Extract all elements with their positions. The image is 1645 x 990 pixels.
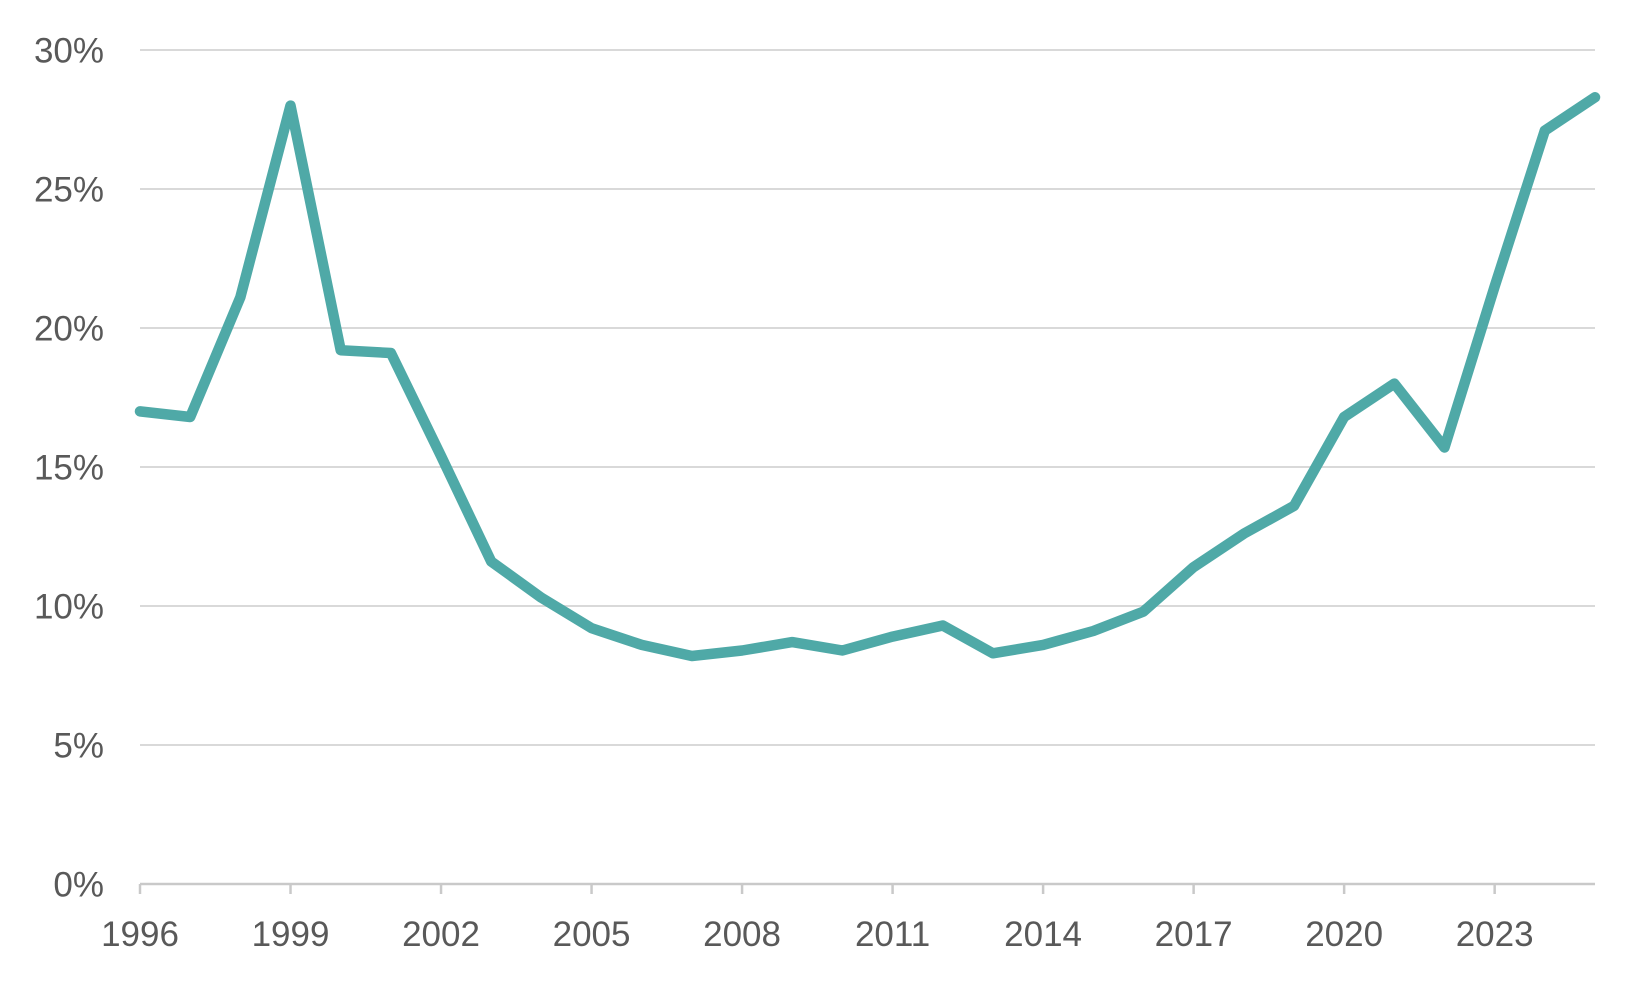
- y-axis-tick-label: 5%: [53, 726, 104, 765]
- y-axis-tick-label: 0%: [53, 865, 104, 904]
- x-axis-tick-label: 1999: [252, 915, 330, 954]
- x-axis-tick-label: 2005: [553, 915, 631, 954]
- x-axis-tick-label: 2014: [1004, 915, 1082, 954]
- y-axis-tick-label: 10%: [34, 587, 104, 626]
- y-axis-tick-label: 15%: [34, 448, 104, 487]
- x-axis-tick-label: 2008: [703, 915, 781, 954]
- x-axis-tick-label: 2002: [402, 915, 480, 954]
- y-axis-tick-label: 30%: [34, 31, 104, 70]
- x-axis-tick-label: 2017: [1155, 915, 1233, 954]
- x-axis-tick-label: 2011: [855, 915, 930, 954]
- data-line-series: [134, 92, 1601, 662]
- y-axis-tick-label: 25%: [34, 170, 104, 209]
- x-axis-tick-label: 2023: [1456, 915, 1534, 954]
- x-axis-tick-label: 1996: [101, 915, 179, 954]
- x-axis-tick-label: 2020: [1305, 915, 1383, 954]
- y-axis-tick-label: 20%: [34, 309, 104, 348]
